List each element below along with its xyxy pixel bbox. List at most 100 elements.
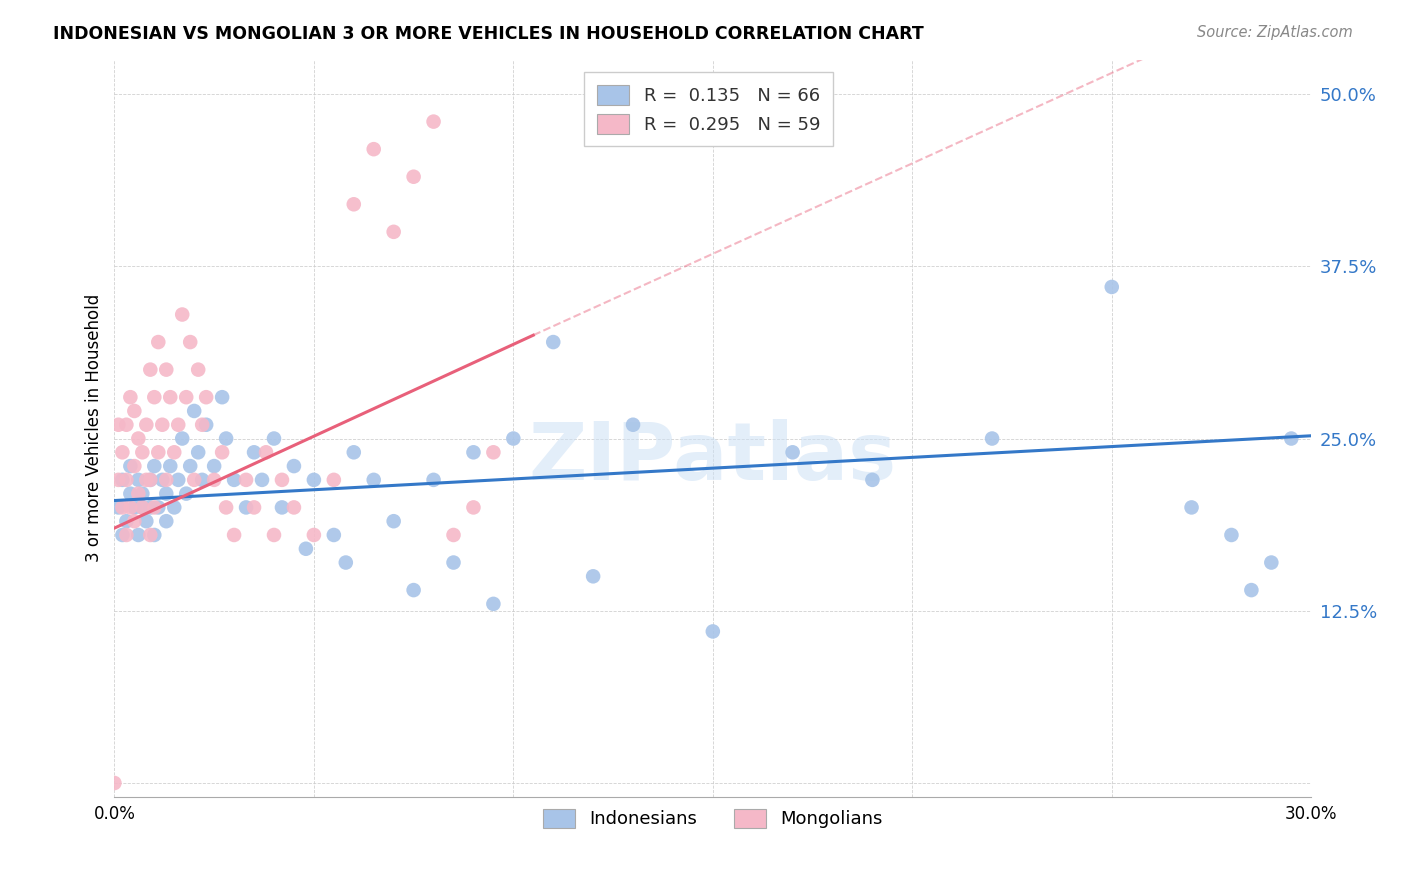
Point: [124, 459, 146, 474]
Point: [150, 417, 173, 432]
Point: [243, 500, 266, 515]
Point: [139, 473, 162, 487]
Point: [155, 362, 177, 376]
Point: [124, 514, 146, 528]
Point: [120, 459, 142, 474]
Point: [111, 500, 134, 515]
Point: [263, 432, 285, 446]
Point: [159, 390, 181, 404]
Point: [167, 417, 190, 432]
Point: [159, 459, 181, 474]
Point: [172, 308, 194, 322]
Point: [343, 197, 366, 211]
Point: [150, 473, 173, 487]
Point: [163, 445, 186, 459]
Point: [254, 445, 277, 459]
Point: [322, 528, 344, 542]
Point: [174, 486, 197, 500]
Point: [115, 473, 138, 487]
Point: [1279, 432, 1302, 446]
Point: [402, 169, 425, 184]
Point: [127, 528, 149, 542]
Point: [222, 528, 245, 542]
Point: [167, 473, 190, 487]
Point: [131, 500, 153, 515]
Point: [235, 500, 257, 515]
Point: [120, 390, 142, 404]
Point: [202, 459, 225, 474]
Point: [295, 541, 318, 556]
Point: [187, 362, 209, 376]
Point: [443, 556, 465, 570]
Point: [283, 459, 305, 474]
Point: [139, 473, 162, 487]
Point: [127, 473, 149, 487]
Point: [335, 556, 357, 570]
Point: [124, 404, 146, 418]
Text: INDONESIAN VS MONGOLIAN 3 OR MORE VEHICLES IN HOUSEHOLD CORRELATION CHART: INDONESIAN VS MONGOLIAN 3 OR MORE VEHICL…: [53, 25, 924, 43]
Point: [211, 445, 233, 459]
Point: [135, 514, 157, 528]
Point: [135, 417, 157, 432]
Point: [243, 445, 266, 459]
Point: [482, 597, 505, 611]
Point: [482, 445, 505, 459]
Point: [120, 486, 142, 500]
Point: [621, 417, 644, 432]
Point: [191, 473, 214, 487]
Point: [191, 417, 214, 432]
Point: [131, 445, 153, 459]
Point: [155, 514, 177, 528]
Point: [443, 528, 465, 542]
Point: [115, 528, 138, 542]
Point: [363, 142, 385, 156]
Point: [382, 225, 405, 239]
Point: [860, 473, 883, 487]
Point: [195, 417, 218, 432]
Point: [1101, 280, 1123, 294]
Point: [120, 500, 142, 515]
Point: [115, 514, 138, 528]
Point: [1180, 500, 1202, 515]
Point: [541, 334, 564, 349]
Point: [179, 334, 201, 349]
Point: [222, 473, 245, 487]
Point: [211, 390, 233, 404]
Point: [143, 500, 166, 515]
Point: [155, 473, 177, 487]
Point: [782, 445, 804, 459]
Point: [215, 500, 238, 515]
Point: [148, 334, 170, 349]
Point: [111, 473, 134, 487]
Point: [179, 459, 201, 474]
Point: [143, 459, 166, 474]
Point: [283, 500, 305, 515]
Point: [163, 500, 186, 515]
Point: [502, 432, 524, 446]
Point: [702, 624, 724, 639]
Point: [143, 528, 166, 542]
Point: [271, 500, 294, 515]
Point: [235, 473, 257, 487]
Point: [183, 404, 205, 418]
Point: [422, 114, 444, 128]
Point: [215, 432, 238, 446]
Point: [115, 417, 138, 432]
Point: [148, 445, 170, 459]
Point: [302, 473, 325, 487]
Y-axis label: 3 or more Vehicles in Household: 3 or more Vehicles in Household: [86, 294, 103, 562]
Point: [402, 583, 425, 598]
Point: [195, 390, 218, 404]
Point: [127, 486, 149, 500]
Point: [107, 417, 129, 432]
Point: [172, 432, 194, 446]
Point: [1220, 528, 1243, 542]
Point: [139, 500, 162, 515]
Point: [174, 390, 197, 404]
Point: [422, 473, 444, 487]
Point: [135, 473, 157, 487]
Point: [107, 500, 129, 515]
Text: Source: ZipAtlas.com: Source: ZipAtlas.com: [1197, 25, 1353, 40]
Point: [143, 390, 166, 404]
Point: [107, 473, 129, 487]
